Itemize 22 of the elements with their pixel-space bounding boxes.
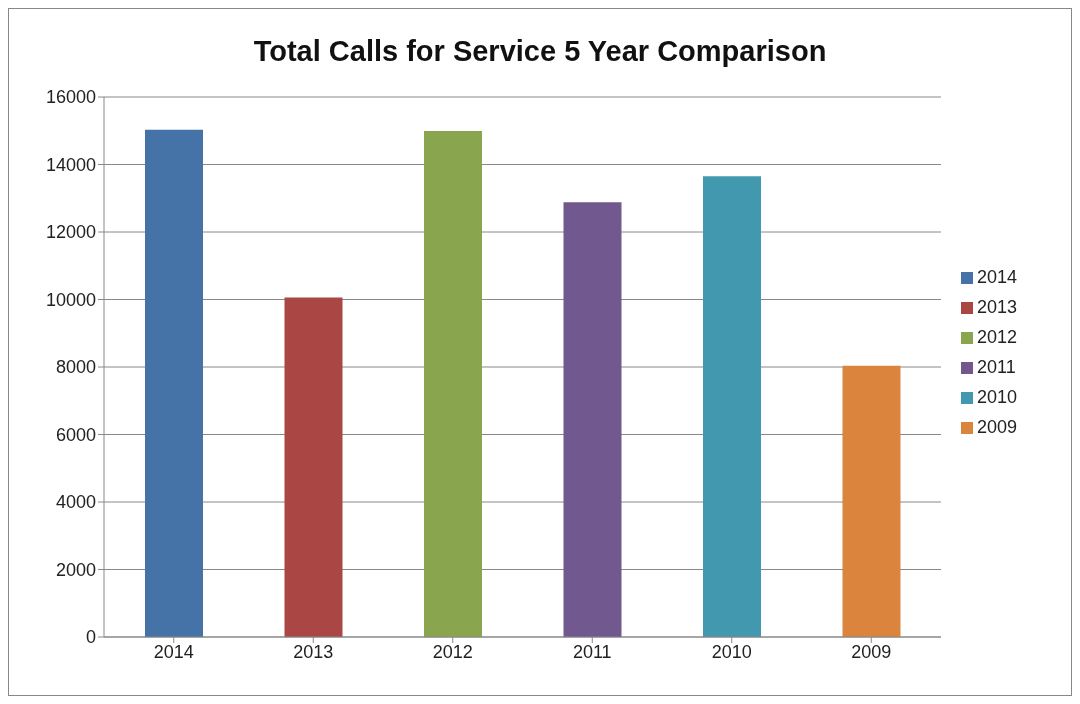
y-tick-label: 8000 [55, 357, 96, 378]
legend-label: 2010 [977, 387, 1018, 407]
legend-label: 2011 [977, 357, 1016, 377]
x-tick-label: 2012 [432, 641, 473, 662]
y-tick-label: 10000 [45, 289, 96, 310]
x-tick-label: 2011 [572, 641, 612, 662]
legend-label: 2013 [977, 297, 1018, 317]
legend-label: 2014 [977, 267, 1018, 287]
chart-title: Total Calls for Service 5 Year Comparison [252, 35, 828, 68]
x-tick-label: 2014 [153, 641, 194, 662]
y-tick-label: 2000 [55, 559, 96, 580]
legend-label: 2009 [977, 417, 1018, 437]
y-tick-label: 14000 [45, 154, 96, 175]
y-tick-label: 0 [85, 627, 96, 648]
x-tick-label: 2010 [711, 641, 752, 662]
y-tick-label: 12000 [45, 222, 96, 243]
x-tick-label: 2013 [293, 641, 334, 662]
x-tick-label: 2009 [851, 641, 892, 662]
y-tick-label: 16000 [45, 87, 96, 108]
legend-label: 2012 [977, 327, 1018, 347]
y-tick-label: 4000 [55, 492, 96, 513]
y-tick-label: 6000 [55, 424, 96, 445]
